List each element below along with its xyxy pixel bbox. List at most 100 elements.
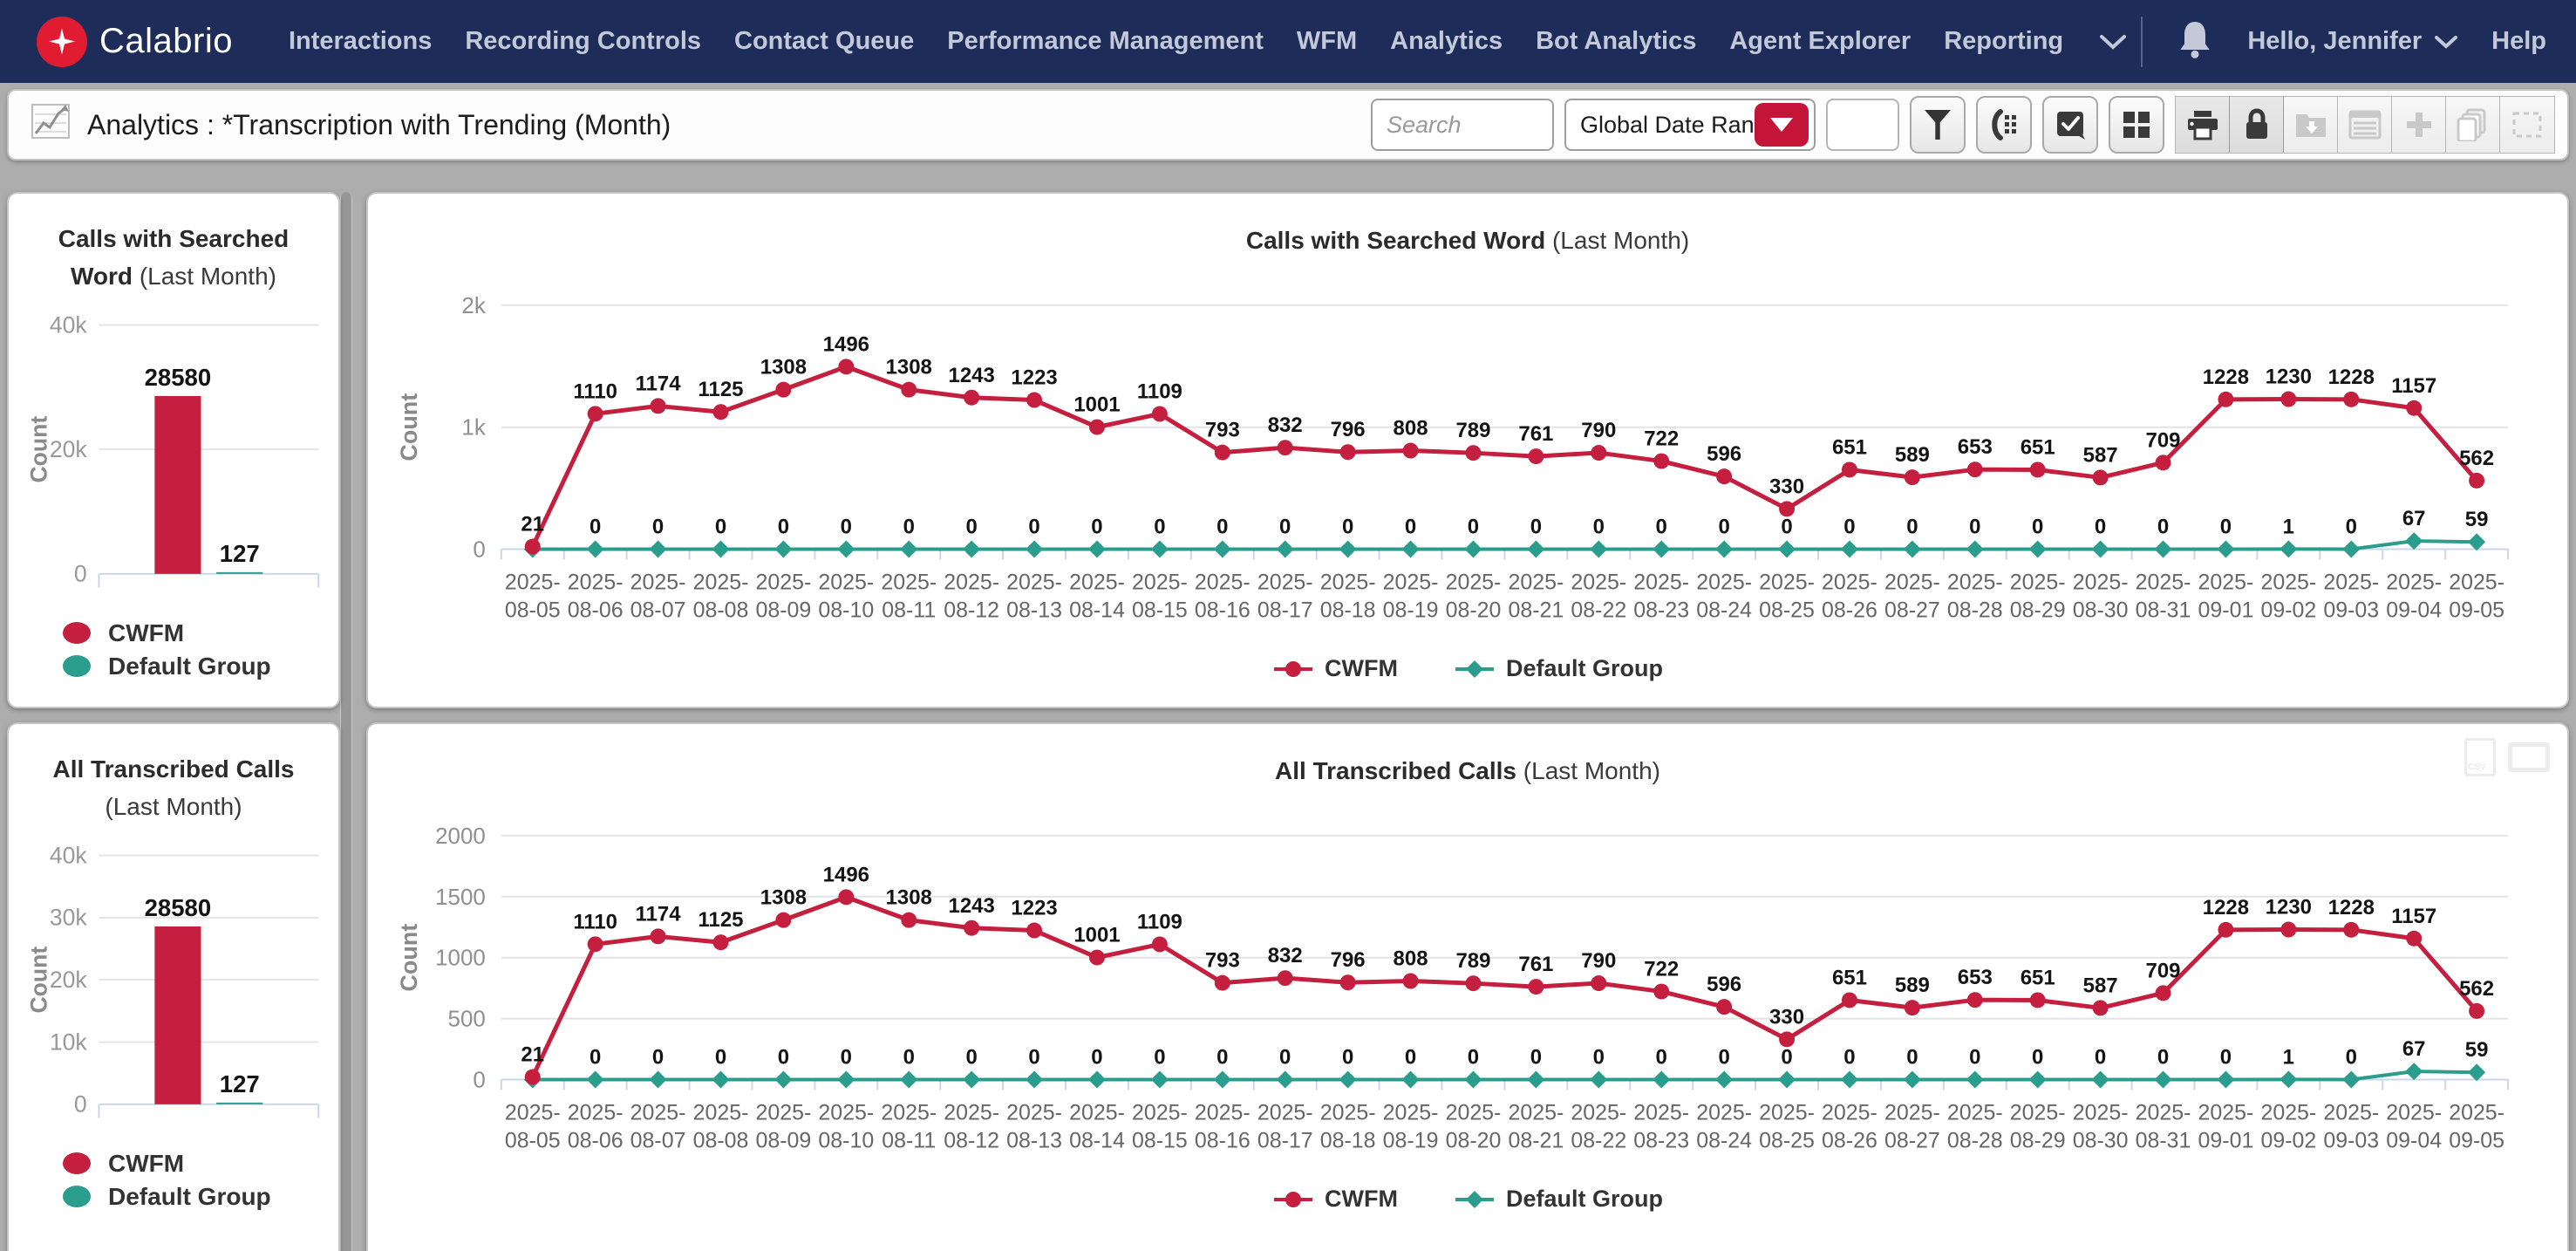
tasks-button[interactable] bbox=[2042, 96, 2098, 154]
empty-selector-box[interactable] bbox=[1826, 99, 1899, 151]
lock-button[interactable] bbox=[2230, 97, 2284, 153]
brand[interactable]: Calabrio bbox=[37, 16, 233, 67]
svg-text:0: 0 bbox=[778, 1045, 789, 1069]
global-date-range-select[interactable]: Global Date Range bbox=[1564, 99, 1816, 151]
date-range-label: Global Date Range bbox=[1580, 111, 1755, 138]
svg-text:Count: Count bbox=[396, 393, 422, 461]
legend-item-cwfm[interactable]: CWFM bbox=[1272, 1186, 1398, 1213]
svg-text:1243: 1243 bbox=[949, 894, 995, 918]
legend-item-default-group[interactable]: Default Group bbox=[63, 1180, 338, 1213]
bar-chart-all-transcribed-calls: 0 10k 20k 30k 40k Count 28580 127 bbox=[25, 842, 320, 1118]
legend-item-cwfm[interactable]: CWFM bbox=[63, 1147, 338, 1180]
svg-text:08-16: 08-16 bbox=[1195, 1128, 1251, 1152]
svg-text:08-08: 08-08 bbox=[693, 598, 749, 622]
filter-funnel-icon bbox=[1925, 110, 1951, 140]
nav-item-analytics[interactable]: Analytics bbox=[1390, 27, 1503, 55]
svg-text:0: 0 bbox=[473, 1068, 485, 1092]
legend-item-default-group[interactable]: Default Group bbox=[1454, 655, 1663, 682]
grid-view-button[interactable] bbox=[2109, 96, 2164, 154]
nav-item-reporting[interactable]: Reporting bbox=[1944, 27, 2064, 55]
scrollbar-thumb[interactable] bbox=[341, 192, 351, 1251]
svg-text:08-07: 08-07 bbox=[630, 598, 686, 622]
svg-text:2025-: 2025- bbox=[818, 570, 874, 594]
svg-text:2k: 2k bbox=[461, 294, 485, 318]
svg-text:0: 0 bbox=[965, 515, 977, 538]
svg-text:08-30: 08-30 bbox=[2073, 1128, 2129, 1152]
nav-item-bot-analytics[interactable]: Bot Analytics bbox=[1536, 27, 1697, 55]
svg-text:330: 330 bbox=[1769, 475, 1804, 498]
svg-text:1228: 1228 bbox=[2328, 896, 2375, 919]
nav-more-chevron-icon[interactable] bbox=[2098, 32, 2128, 51]
svg-text:2025-: 2025- bbox=[630, 1100, 686, 1125]
chart-title-sub: (Last Month) bbox=[1523, 757, 1660, 784]
legend-label: CWFM bbox=[108, 1149, 185, 1177]
task-check-icon bbox=[2057, 112, 2085, 140]
date-range-dropdown-button[interactable] bbox=[1755, 103, 1809, 147]
notifications-bell-icon[interactable] bbox=[2176, 18, 2214, 65]
svg-text:1223: 1223 bbox=[1011, 366, 1057, 390]
svg-text:651: 651 bbox=[2021, 436, 2055, 460]
svg-text:127: 127 bbox=[220, 540, 260, 567]
nav-item-performance-management[interactable]: Performance Management bbox=[947, 27, 1264, 55]
panel-title-text: All Transcribed Calls bbox=[52, 755, 295, 783]
nav-item-interactions[interactable]: Interactions bbox=[288, 27, 433, 55]
svg-text:20k: 20k bbox=[50, 967, 88, 993]
svg-text:2025-: 2025- bbox=[568, 570, 624, 594]
svg-text:0: 0 bbox=[74, 1090, 87, 1117]
svg-text:0: 0 bbox=[2346, 1045, 2357, 1069]
svg-text:2025-: 2025- bbox=[630, 570, 686, 594]
svg-text:0: 0 bbox=[841, 1045, 852, 1069]
svg-text:722: 722 bbox=[1644, 427, 1679, 451]
legend-item-default-group[interactable]: Default Group bbox=[1454, 1186, 1663, 1213]
svg-text:793: 793 bbox=[1205, 949, 1240, 973]
svg-text:0: 0 bbox=[2220, 515, 2232, 538]
svg-text:2025-: 2025- bbox=[1696, 570, 1752, 594]
bar-chart-legend: CWFM Default Group bbox=[9, 617, 338, 683]
svg-text:2025-: 2025- bbox=[1508, 570, 1564, 594]
filter-button[interactable] bbox=[1910, 96, 1966, 154]
svg-text:0: 0 bbox=[1028, 1045, 1039, 1069]
svg-text:589: 589 bbox=[1895, 974, 1930, 997]
svg-text:2025-: 2025- bbox=[1884, 570, 1940, 594]
greeting-label: Hello, Jennifer bbox=[2247, 27, 2423, 55]
nav-item-contact-queue[interactable]: Contact Queue bbox=[734, 27, 915, 55]
nav-item-recording-controls[interactable]: Recording Controls bbox=[465, 27, 702, 55]
printer-icon bbox=[2187, 111, 2218, 140]
svg-text:761: 761 bbox=[1518, 422, 1553, 446]
panel-title-text: Calls with Searched Word bbox=[58, 225, 290, 291]
nav-item-agent-explorer[interactable]: Agent Explorer bbox=[1729, 27, 1912, 55]
svg-text:08-09: 08-09 bbox=[756, 598, 812, 622]
svg-text:587: 587 bbox=[2083, 974, 2118, 997]
svg-text:0: 0 bbox=[1718, 1045, 1729, 1069]
svg-text:1000: 1000 bbox=[435, 947, 486, 971]
legend-item-default-group[interactable]: Default Group bbox=[63, 650, 338, 683]
user-menu[interactable]: Hello, Jennifer bbox=[2247, 27, 2458, 56]
svg-text:40k: 40k bbox=[50, 311, 88, 338]
svg-text:0: 0 bbox=[1028, 515, 1039, 538]
legend-item-cwfm[interactable]: CWFM bbox=[1272, 655, 1398, 682]
print-button[interactable] bbox=[2176, 97, 2230, 153]
legend-item-cwfm[interactable]: CWFM bbox=[63, 617, 338, 650]
legend-marker-icon bbox=[1455, 660, 1494, 678]
svg-text:08-26: 08-26 bbox=[1822, 1128, 1877, 1152]
export-csv-icon[interactable] bbox=[2464, 738, 2496, 776]
svg-text:08-18: 08-18 bbox=[1320, 598, 1376, 622]
nav-item-wfm[interactable]: WFM bbox=[1296, 27, 1358, 55]
svg-text:2025-: 2025- bbox=[1446, 1100, 1502, 1125]
svg-text:0: 0 bbox=[1906, 1045, 1918, 1069]
search-input[interactable] bbox=[1371, 99, 1554, 151]
help-link[interactable]: Help bbox=[2491, 27, 2546, 55]
svg-text:08-20: 08-20 bbox=[1446, 598, 1502, 622]
svg-text:08-23: 08-23 bbox=[1633, 598, 1689, 622]
svg-text:1308: 1308 bbox=[760, 886, 807, 910]
svg-text:08-08: 08-08 bbox=[693, 1128, 749, 1152]
svg-text:761: 761 bbox=[1518, 953, 1553, 976]
svg-text:2025-: 2025- bbox=[2449, 1100, 2504, 1125]
svg-text:808: 808 bbox=[1394, 417, 1428, 441]
legend-marker-icon bbox=[1455, 1190, 1494, 1208]
expand-panel-icon[interactable] bbox=[2508, 742, 2550, 772]
vertical-scrollbar[interactable] bbox=[340, 192, 352, 1251]
svg-text:0: 0 bbox=[1468, 515, 1479, 538]
svg-text:0: 0 bbox=[1405, 515, 1416, 538]
phone-button[interactable] bbox=[1976, 96, 2032, 154]
